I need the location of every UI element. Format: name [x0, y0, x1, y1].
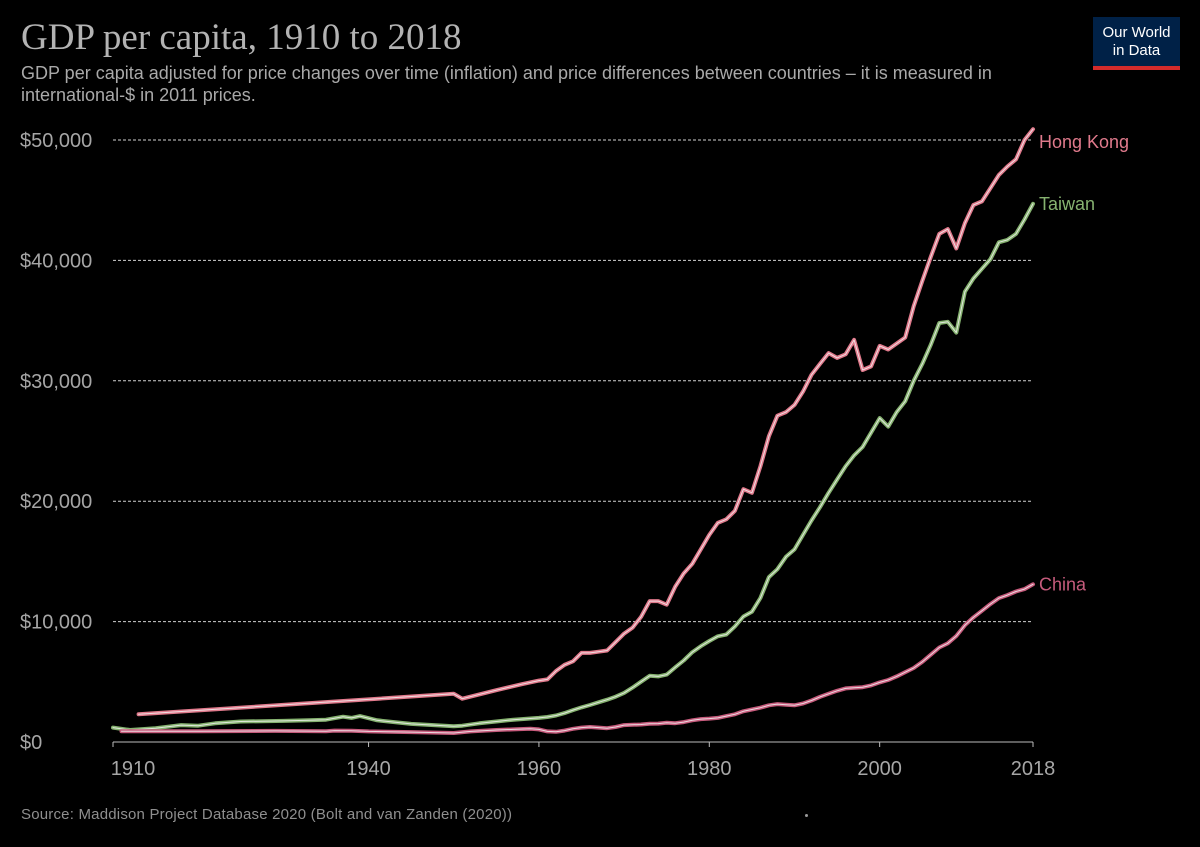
- source-note: Source: Maddison Project Database 2020 (…: [21, 806, 513, 823]
- x-tick-label-1: 1940: [346, 758, 391, 780]
- logo-accent-bar: [1093, 66, 1180, 70]
- x-tick-label-4: 2000: [857, 758, 902, 780]
- series-taiwan-line: [111, 201, 1035, 732]
- x-tick-label-0: 1910: [111, 758, 156, 780]
- chart-subtitle: GDP per capita adjusted for price change…: [21, 63, 992, 105]
- pagination-dot: [805, 814, 808, 817]
- series-hong-kong-line: [136, 127, 1035, 717]
- chart-title: GDP per capita, 1910 to 2018: [21, 17, 462, 58]
- y-tick-label-5: $50,000: [20, 130, 92, 152]
- y-tick-label-3: $30,000: [20, 371, 92, 393]
- x-tick-label-2: 1960: [517, 758, 562, 780]
- our-world-in-data-logo[interactable]: Our World in Data: [1093, 17, 1180, 70]
- series-taiwan-highlight: [112, 203, 1034, 731]
- y-tick-label-0: $0: [20, 732, 42, 754]
- series-label-hong-kong: Hong Kong: [1039, 132, 1129, 152]
- series-label-china: China: [1039, 574, 1087, 594]
- series-hong-kong-highlight: [138, 128, 1034, 715]
- y-tick-label-2: $20,000: [20, 491, 92, 513]
- logo-line-2: in Data: [1112, 42, 1161, 59]
- y-tick-label-4: $40,000: [20, 250, 92, 272]
- series-china-highlight: [121, 583, 1034, 734]
- y-tick-label-1: $10,000: [20, 612, 92, 634]
- x-tick-label-3: 1980: [687, 758, 732, 780]
- logo-line-1: Our World: [1102, 24, 1171, 41]
- series-label-taiwan: Taiwan: [1039, 194, 1095, 214]
- x-tick-label-5: 2018: [1011, 758, 1056, 780]
